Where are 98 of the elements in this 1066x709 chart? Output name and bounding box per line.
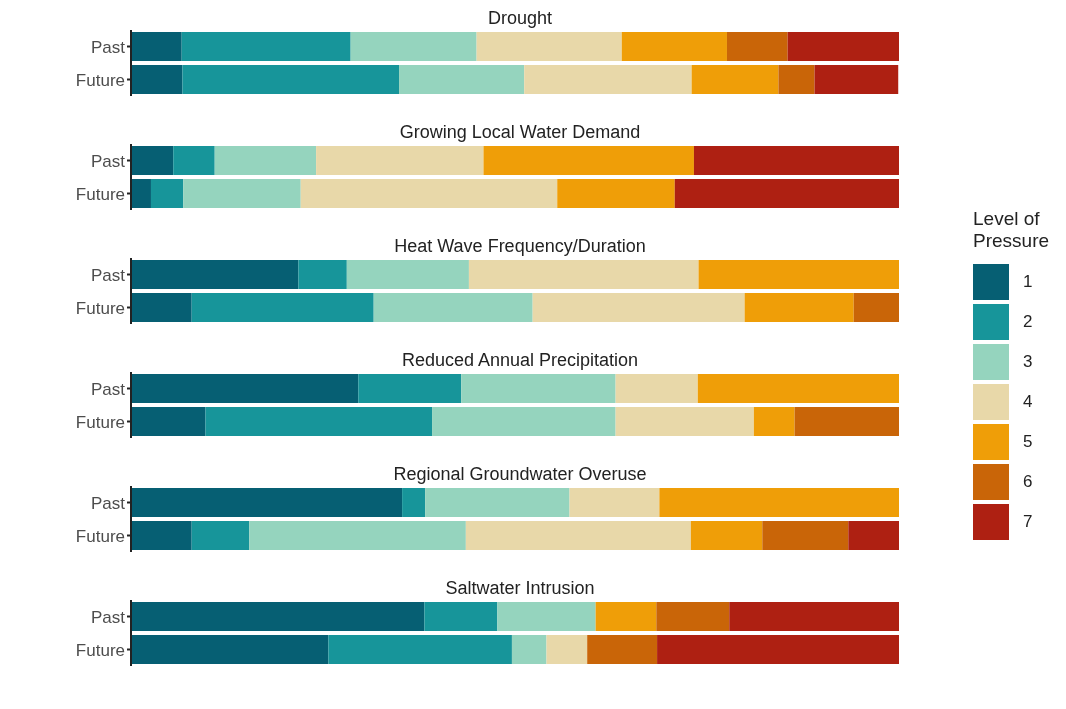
- bar: [468, 260, 699, 289]
- bar: [300, 179, 558, 208]
- y-tick-label: Future: [75, 298, 125, 318]
- bar: [794, 407, 899, 436]
- bar: [131, 179, 151, 208]
- bar: [298, 260, 347, 289]
- bar: [483, 146, 694, 175]
- bar: [316, 146, 484, 175]
- bar: [546, 635, 588, 664]
- bar: [373, 293, 533, 322]
- bar: [587, 635, 658, 664]
- bar: [595, 602, 657, 631]
- bar: [173, 146, 215, 175]
- y-tick-label: Future: [75, 526, 125, 546]
- y-tick-label: Past: [90, 265, 126, 285]
- bar: [131, 488, 403, 517]
- bar: [131, 260, 299, 289]
- chart-title: Regional Groundwater Overuse: [392, 464, 648, 486]
- chart-title: Growing Local Water Demand: [398, 122, 642, 144]
- legend-label: 4: [1023, 392, 1033, 412]
- legend-label: 3: [1023, 352, 1033, 372]
- bar: [744, 293, 854, 322]
- bar: [532, 293, 745, 322]
- bar: [399, 65, 525, 94]
- bar: [424, 602, 498, 631]
- y-tick-label: Past: [90, 151, 126, 171]
- bar: [131, 293, 192, 322]
- chart-title: Saltwater Intrusion: [444, 578, 596, 600]
- bar: [214, 146, 317, 175]
- y-tick-label: Past: [90, 493, 126, 513]
- bar: [131, 521, 192, 550]
- legend-title: Level of Pressure: [973, 208, 1051, 252]
- bar: [853, 293, 899, 322]
- chart-title: Drought: [486, 8, 553, 30]
- bar: [726, 32, 788, 61]
- bar: [465, 521, 691, 550]
- y-tick-label: Future: [75, 70, 125, 90]
- legend-label: 2: [1023, 312, 1033, 332]
- bar: [182, 65, 400, 94]
- y-tick-label: Past: [90, 37, 126, 57]
- bar: [787, 32, 899, 61]
- chart-title: Reduced Annual Precipitation: [400, 350, 640, 372]
- bar: [814, 65, 899, 94]
- bar: [432, 407, 616, 436]
- bar: [848, 521, 899, 550]
- bar: [346, 260, 469, 289]
- bar: [729, 602, 899, 631]
- bar: [205, 407, 433, 436]
- bar: [697, 374, 899, 403]
- bar: [615, 374, 698, 403]
- legend-label: 1: [1023, 272, 1033, 292]
- bar: [191, 293, 374, 322]
- bar: [131, 65, 183, 94]
- bar: [131, 407, 206, 436]
- bar: [674, 179, 899, 208]
- legend-label: 7: [1023, 512, 1033, 532]
- bar: [691, 65, 779, 94]
- bar: [131, 602, 425, 631]
- y-tick-label: Past: [90, 607, 126, 627]
- bar: [181, 32, 351, 61]
- bar: [350, 32, 477, 61]
- bar: [615, 407, 754, 436]
- bar: [753, 407, 795, 436]
- bar: [778, 65, 815, 94]
- bar: [476, 32, 622, 61]
- bar: [621, 32, 727, 61]
- bar: [131, 146, 174, 175]
- bar: [698, 260, 899, 289]
- legend-label: 5: [1023, 432, 1033, 452]
- bar: [150, 179, 184, 208]
- bar: [131, 32, 182, 61]
- bar: [659, 488, 899, 517]
- bar: [557, 179, 675, 208]
- bar: [183, 179, 301, 208]
- bar: [191, 521, 250, 550]
- y-tick-label: Past: [90, 379, 126, 399]
- y-tick-label: Future: [75, 412, 125, 432]
- bar: [657, 635, 899, 664]
- bar: [328, 635, 512, 664]
- bar: [131, 635, 329, 664]
- bar: [249, 521, 466, 550]
- bar: [690, 521, 763, 550]
- bar: [693, 146, 899, 175]
- bar: [569, 488, 660, 517]
- bar: [511, 635, 547, 664]
- y-tick-label: Future: [75, 640, 125, 660]
- bar: [358, 374, 462, 403]
- bar: [524, 65, 692, 94]
- bar: [461, 374, 616, 403]
- bar: [402, 488, 426, 517]
- bar: [131, 374, 359, 403]
- bar: [425, 488, 570, 517]
- bar: [762, 521, 849, 550]
- y-tick-label: Future: [75, 184, 125, 204]
- bar: [656, 602, 730, 631]
- legend-label: 6: [1023, 472, 1033, 492]
- chart-title: Heat Wave Frequency/Duration: [393, 236, 647, 258]
- bar: [497, 602, 596, 631]
